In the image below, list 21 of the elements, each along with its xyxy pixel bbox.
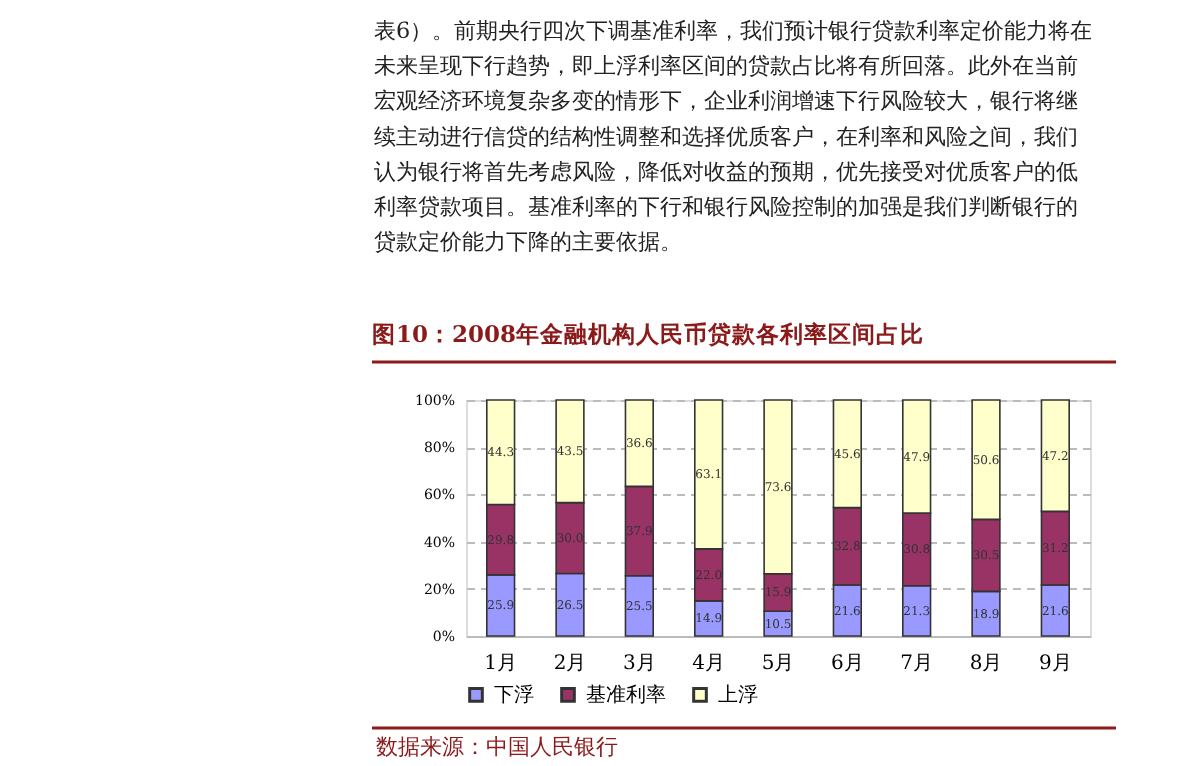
text: 贷款定价能力下降的主要依据。 [374,229,682,256]
text: 续主动进行信贷的结构性调整和选择优质客户，在利率和风险之间，我们 [374,123,1078,150]
x-tick-label: 4月 [692,653,726,675]
x-tick-label: 3月 [622,653,656,675]
x-tick-label: 6月 [830,653,864,675]
text: 认为银行将首先考虑风险，降低对收益的预期，优先接受对优质客户的低 [374,158,1078,185]
legend-label: 上浮 [718,682,758,707]
text: 宏观经济环境复杂多变的情形下，企业利润增速下行风险较大，银行将继 [374,88,1078,115]
x-tick-label: 1月 [484,653,518,675]
x-tick-label: 7月 [900,653,934,675]
x-tick-label: 5月 [761,653,795,675]
chart-title: 图10：2008年金融机构人民币贷款各利率区间占比 [372,320,925,348]
text: 未来呈现下行趋势，即上浮利率区间的贷款占比将有所回落。此外在当前 [374,53,1078,80]
text: 表6）。前期央行四次下调基准利率，我们预计银行贷款利率定价能力将在 [374,18,1093,44]
legend-label: 下浮 [494,682,534,707]
text: 利率贷款项目。基准利率的下行和银行风险控制的加强是我们判断银行的 [374,194,1078,220]
source-note: 数据来源：中国人民银行 [376,734,618,760]
x-tick-label: 2月 [553,653,587,675]
legend-label: 基准利率 [586,682,666,707]
x-tick-label: 8月 [969,653,1003,675]
x-tick-label: 9月 [1038,653,1072,675]
